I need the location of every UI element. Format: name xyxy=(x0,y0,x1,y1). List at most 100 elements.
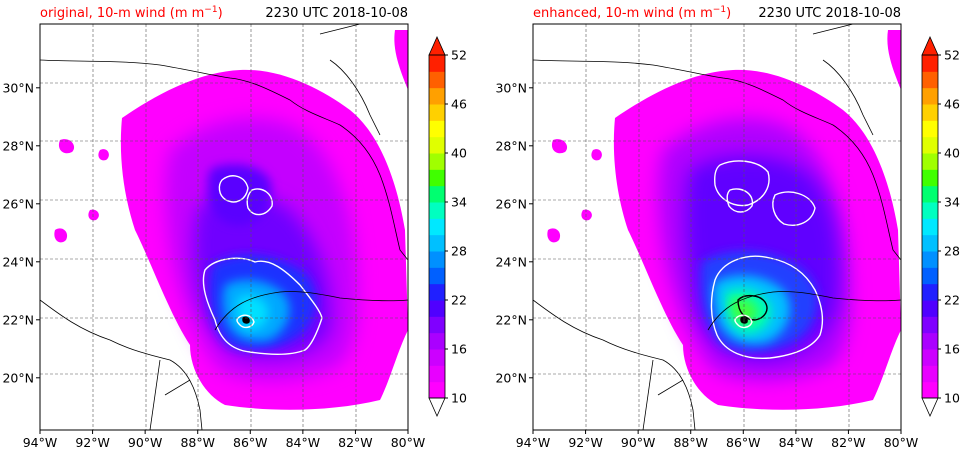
colorbar-segment xyxy=(429,71,445,89)
colorbar: 52 46 40 34 28 22 16 10 xyxy=(921,36,960,417)
panel-original: original, 10-m wind (m m−1) 2230 UTC 201… xyxy=(2,5,466,450)
colorbar-segment xyxy=(922,202,938,219)
colorbar-segment xyxy=(429,300,445,317)
colorbar-tick-label: 10 xyxy=(451,391,467,406)
x-tick-label: 86°W xyxy=(233,435,268,450)
colorbar-tick-label: 34 xyxy=(944,195,960,210)
panel-time-label: 2230 UTC 2018-10-08 xyxy=(758,6,901,21)
coastlines xyxy=(40,24,408,430)
title-superscript: −1 xyxy=(204,5,217,15)
colorbar-segment xyxy=(922,136,938,154)
panel-title: original, 10-m wind (m m−1) xyxy=(40,5,223,21)
x-tick-label: 92°W xyxy=(75,435,110,450)
colorbar-tick-label: 10 xyxy=(944,391,960,406)
colorbar-segment xyxy=(922,153,938,170)
colorbar-frame xyxy=(921,54,939,399)
colorbar-tick-label: 52 xyxy=(944,48,960,63)
colorbar-segment xyxy=(429,381,445,399)
title-end: ) xyxy=(218,6,223,21)
x-tick-labels: 94°W 92°W 90°W 88°W 86°W 84°W 82°W 80°W xyxy=(23,430,426,450)
colorbar-tick-label: 52 xyxy=(451,48,467,63)
colorbar-segment xyxy=(922,316,938,334)
colorbar-segment xyxy=(922,218,938,236)
wind-field xyxy=(547,30,901,410)
title-text: original, 10-m wind (m m xyxy=(40,6,204,21)
colorbar-segment xyxy=(429,316,445,334)
title-end: ) xyxy=(726,6,731,21)
y-tick-label: 20°N xyxy=(2,370,34,385)
grid xyxy=(533,24,901,430)
colorbar-tick-label: 28 xyxy=(451,244,467,259)
colorbar-tick-label: 22 xyxy=(451,293,467,308)
colorbar-segment xyxy=(429,332,445,350)
x-tick-label: 94°W xyxy=(23,435,58,450)
colorbar: 52 46 40 34 28 22 16 10 xyxy=(428,36,467,417)
colorbar-segment xyxy=(429,153,445,170)
colorbar-segment xyxy=(922,267,938,285)
colorbar-tick-label: 34 xyxy=(451,195,467,210)
y-tick-labels: 30°N 28°N 26°N 24°N 22°N 20°N xyxy=(495,80,533,385)
title-text: enhanced, 10-m wind (m m xyxy=(533,6,713,21)
x-tick-label: 80°W xyxy=(884,435,919,450)
colorbar-segment xyxy=(429,283,445,301)
x-tick-label: 90°W xyxy=(128,435,163,450)
title-superscript: −1 xyxy=(713,5,726,15)
x-tick-label: 94°W xyxy=(516,435,551,450)
colorbar-segment xyxy=(429,202,445,219)
y-tick-label: 30°N xyxy=(2,80,34,95)
colorbar-segment xyxy=(429,349,445,366)
colorbar-tick-label: 40 xyxy=(944,146,960,161)
colorbar-segment xyxy=(429,234,445,252)
grid xyxy=(40,24,408,430)
colorbar-frame xyxy=(428,54,446,399)
x-tick-label: 88°W xyxy=(673,435,708,450)
colorbar-tick-label: 40 xyxy=(451,146,467,161)
colorbar-tick-label: 16 xyxy=(944,342,960,357)
y-tick-label: 24°N xyxy=(495,254,527,269)
colorbar-extend-min xyxy=(428,397,446,417)
colorbar-segment xyxy=(429,218,445,236)
x-tick-label: 82°W xyxy=(831,435,866,450)
plot-frame xyxy=(39,23,409,431)
colorbar-tick-label: 22 xyxy=(944,293,960,308)
colorbar-segment xyxy=(429,136,445,154)
y-tick-label: 26°N xyxy=(495,196,527,211)
colorbar-segment xyxy=(922,55,938,72)
colorbar-segment xyxy=(922,87,938,105)
coastlines xyxy=(533,24,901,430)
y-tick-label: 30°N xyxy=(495,80,527,95)
y-tick-label: 20°N xyxy=(495,370,527,385)
x-tick-label: 88°W xyxy=(180,435,215,450)
colorbar-extend-max xyxy=(428,36,446,56)
colorbar-segment xyxy=(922,169,938,187)
contours xyxy=(710,160,824,359)
x-tick-label: 80°W xyxy=(391,435,426,450)
colorbar-tick-label: 28 xyxy=(944,244,960,259)
x-tick-labels: 94°W 92°W 90°W 88°W 86°W 84°W 82°W 80°W xyxy=(516,430,919,450)
colorbar-tick-label: 16 xyxy=(451,342,467,357)
x-tick-label: 82°W xyxy=(338,435,373,450)
colorbar-tick-label: 46 xyxy=(451,97,467,112)
y-tick-label: 22°N xyxy=(495,312,527,327)
colorbar-segment xyxy=(429,365,445,383)
colorbar-segment xyxy=(429,251,445,268)
colorbar-segment xyxy=(922,332,938,350)
colorbar-segment xyxy=(922,234,938,252)
y-tick-label: 26°N xyxy=(2,196,34,211)
colorbar-extend-min xyxy=(921,397,939,417)
y-tick-label: 24°N xyxy=(2,254,34,269)
x-tick-label: 84°W xyxy=(779,435,814,450)
plot-frame xyxy=(532,23,902,431)
x-tick-label: 86°W xyxy=(726,435,761,450)
colorbar-segment xyxy=(922,104,938,121)
wind-field xyxy=(54,30,408,410)
y-tick-label: 22°N xyxy=(2,312,34,327)
colorbar-segment xyxy=(429,185,445,203)
colorbar-segment xyxy=(922,349,938,366)
colorbar-segment xyxy=(922,251,938,268)
colorbar-segment xyxy=(429,104,445,121)
x-tick-label: 92°W xyxy=(568,435,603,450)
colorbar-tick-label: 46 xyxy=(944,97,960,112)
y-tick-label: 28°N xyxy=(2,138,34,153)
